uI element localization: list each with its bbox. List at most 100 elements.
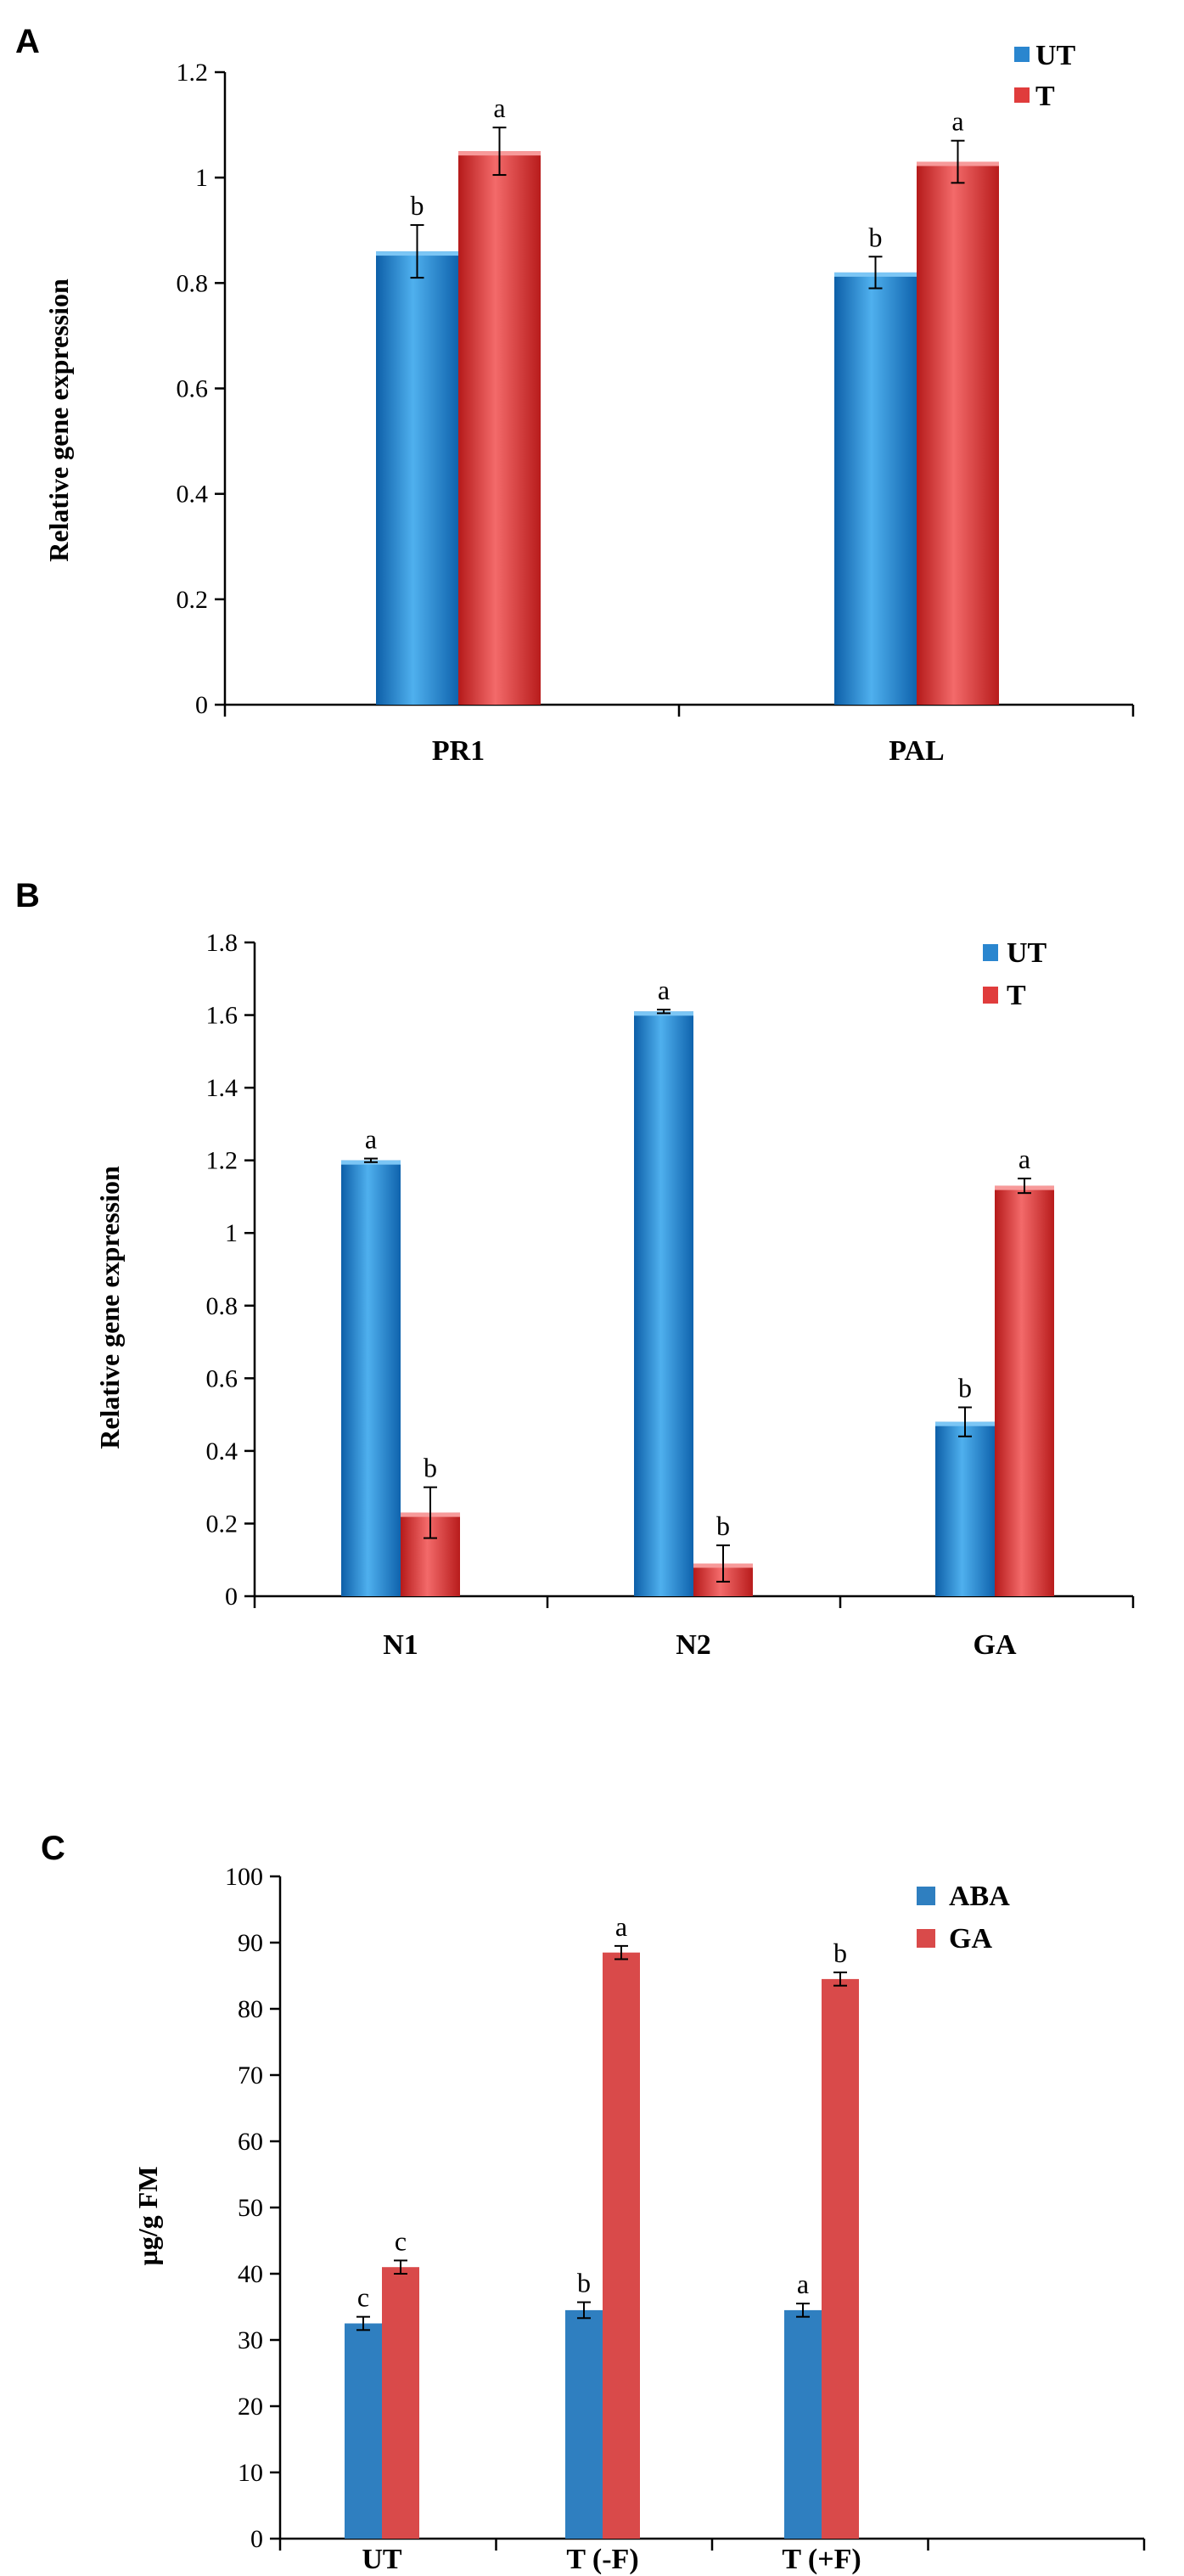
error-bar xyxy=(394,2259,407,2275)
legend-label-aba: ABA xyxy=(949,1881,1010,1912)
error-bar xyxy=(657,1009,671,1015)
significance-letter: a xyxy=(365,1124,377,1155)
y-tick-label: 0.4 xyxy=(206,1437,238,1465)
x-category-label: GA xyxy=(974,1629,1017,1661)
legend: ABA GA xyxy=(917,1881,1010,1954)
error-bar xyxy=(410,224,424,279)
y-tick-label: 1.4 xyxy=(206,1074,238,1102)
significance-letter: a xyxy=(797,2269,809,2299)
y-ticks: 0 10 20 30 40 50 60 70 80 90 100 xyxy=(225,1863,280,2553)
y-tick-label: 0.2 xyxy=(206,1510,238,1538)
y-tick-label: 20 xyxy=(238,2393,263,2421)
error-bar xyxy=(614,1944,628,1960)
y-tick-label: 100 xyxy=(225,1863,263,1891)
y-tick-label: 0.6 xyxy=(177,375,209,403)
significance-letter: a xyxy=(951,106,963,137)
panel-b: B Relative gene expression 0 0.2 0.4 0.6 0.8… xyxy=(15,877,1135,1661)
y-tick-label: 50 xyxy=(238,2194,263,2222)
legend-label-t: T xyxy=(1007,980,1026,1011)
significance-letter: c xyxy=(395,2225,407,2256)
y-axis-label: µg/g FM xyxy=(132,2166,163,2265)
x-category-label: N1 xyxy=(383,1629,418,1661)
y-ticks: 0 0.2 0.4 0.6 0.8 1 1.2 xyxy=(177,59,225,719)
error-bar xyxy=(1018,1178,1031,1195)
error-bar xyxy=(868,256,883,290)
x-category-label: PAL xyxy=(889,735,944,767)
bars: b b a a xyxy=(376,93,999,705)
x-category-label: UT xyxy=(362,2544,402,2575)
error-bar xyxy=(364,1157,378,1163)
error-bar xyxy=(424,1486,437,1539)
error-bar xyxy=(716,1544,730,1583)
bar-ga-t-f- xyxy=(822,1978,859,2539)
legend-swatch-t xyxy=(1014,87,1030,103)
y-tick-label: 90 xyxy=(238,1929,263,1957)
x-category-label: T (+F) xyxy=(782,2544,861,2575)
x-category-label: N2 xyxy=(676,1629,711,1661)
y-tick-label: 80 xyxy=(238,1995,263,2023)
y-tick-label: 0.8 xyxy=(206,1292,238,1320)
y-tick-label: 1 xyxy=(225,1219,238,1247)
legend-label-ga: GA xyxy=(949,1923,992,1954)
y-tick-label: 1.6 xyxy=(206,1002,238,1030)
error-bar xyxy=(356,2315,370,2331)
x-category-label: PR1 xyxy=(432,735,485,767)
bar-ga-t-f- xyxy=(603,1952,640,2539)
panel-letter-a: A xyxy=(15,23,40,60)
bar-aba-t-f- xyxy=(565,2309,603,2539)
x-categories: PR1 PAL xyxy=(223,705,1135,767)
error-bar xyxy=(958,1406,972,1437)
bar-aba-t-f- xyxy=(784,2309,822,2539)
bars: c b a c a b xyxy=(345,1911,859,2539)
legend-swatch-ut xyxy=(1014,47,1030,62)
panel-a: A Relative gene expression 0 0.2 0.4 0.6 0.8… xyxy=(15,23,1135,767)
error-bar xyxy=(796,2303,810,2318)
legend-label-ut: UT xyxy=(1007,937,1047,969)
panel-c: C µg/g FM 0 10 20 30 40 50 60 70 80 90 100 UT T (-F… xyxy=(41,1830,1146,2575)
significance-letter: a xyxy=(1018,1144,1030,1174)
legend-label-t: T xyxy=(1035,81,1055,112)
legend-swatch-ga xyxy=(917,1929,935,1948)
bar-t-ga xyxy=(995,1185,1054,1596)
y-tick-label: 0 xyxy=(195,691,208,719)
significance-letter: a xyxy=(493,93,505,123)
significance-letter: b xyxy=(869,222,883,252)
significance-letter: b xyxy=(424,1453,437,1483)
legend-swatch-aba xyxy=(917,1887,935,1905)
bar-t-pr1 xyxy=(458,151,541,705)
y-tick-label: 0.6 xyxy=(206,1364,238,1392)
bar-ut-ga xyxy=(935,1421,995,1596)
bar-ut-pr1 xyxy=(376,251,458,705)
y-tick-label: 0.8 xyxy=(177,269,209,297)
x-categories: UT T (-F) T (+F) xyxy=(278,2539,1146,2575)
error-bar xyxy=(577,2301,591,2320)
legend-swatch-ut xyxy=(983,944,998,961)
y-tick-label: 10 xyxy=(238,2459,263,2487)
y-tick-label: 0.2 xyxy=(177,586,209,614)
significance-letter: a xyxy=(615,1911,627,1942)
legend-label-ut: UT xyxy=(1035,40,1076,71)
significance-letter: c xyxy=(357,2282,369,2313)
error-bar xyxy=(951,139,965,184)
bar-ut-pal xyxy=(834,272,917,705)
bar-ut-n1 xyxy=(341,1160,401,1596)
x-categories: N1 N2 GA xyxy=(253,1596,1135,1661)
y-ticks: 0 0.2 0.4 0.6 0.8 1 1.2 1.4 1.6 1.8 xyxy=(206,929,255,1611)
legend: UT T xyxy=(1014,40,1076,112)
y-tick-label: 0.4 xyxy=(177,481,209,509)
y-tick-label: 1 xyxy=(195,164,208,192)
panel-letter-b: B xyxy=(15,877,40,914)
x-category-label: T (-F) xyxy=(566,2544,638,2575)
y-tick-label: 1.2 xyxy=(177,59,209,87)
y-tick-label: 70 xyxy=(238,2061,263,2089)
bar-aba-ut xyxy=(345,2323,382,2539)
y-tick-label: 40 xyxy=(238,2260,263,2288)
significance-letter: a xyxy=(658,975,670,1005)
y-tick-label: 30 xyxy=(238,2326,263,2354)
significance-letter: b xyxy=(411,190,424,221)
error-bar xyxy=(492,127,507,177)
y-axis-label: Relative gene expression xyxy=(94,1166,125,1449)
legend-swatch-t xyxy=(983,987,998,1004)
bars: a a b b b a xyxy=(341,975,1054,1596)
